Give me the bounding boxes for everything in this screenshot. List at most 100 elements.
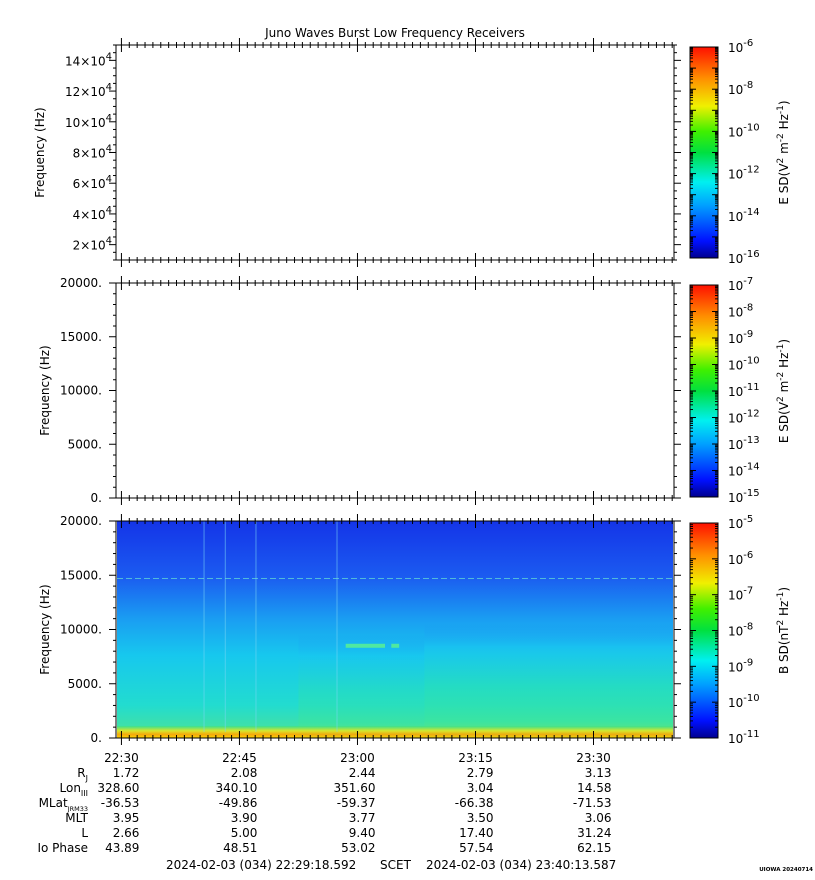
colorbar-tick-label: 10-14 <box>728 462 760 479</box>
ephemeris-value: 2.79 <box>467 766 494 780</box>
chart-title: Juno Waves Burst Low Frequency Receivers <box>264 26 525 40</box>
x-tick-label: 22:45 <box>222 751 257 765</box>
colorbar-label: E SD(V2 m-2 Hz-1) <box>776 339 791 443</box>
colorbar-tick-label: 10-6 <box>728 550 753 567</box>
x-tick-label: 22:30 <box>104 751 139 765</box>
ephemeris-value: 3.77 <box>349 811 376 825</box>
y-axis-label: Frequency (Hz) <box>38 345 52 436</box>
colorbar-tick-label: 10-8 <box>728 80 753 97</box>
plot-frame <box>115 282 675 499</box>
broadband-enhancement-2 <box>424 624 673 738</box>
ephemeris-value: 2.66 <box>113 826 140 840</box>
ephemeris-row-label: MLT <box>65 811 88 825</box>
panel-top: 2×104 4×104 6×104 8×104 10×104 12×104 14×104 Fr… <box>33 38 791 267</box>
low-frequency-band <box>117 726 673 738</box>
colorbar-tick-label: 10-10 <box>728 356 760 373</box>
ephemeris-value: 3.06 <box>585 811 612 825</box>
ephemeris-value: 2.44 <box>349 766 376 780</box>
y-tick-label: 0. <box>91 731 102 745</box>
ephemeris-value: 3.50 <box>467 811 494 825</box>
ephemeris-value: 14.58 <box>577 781 611 795</box>
colorbar-label: B SD(nT2 Hz-1) <box>776 587 791 674</box>
colorbar-tick-label: 10-10 <box>728 122 760 139</box>
y-tick-label: 10000. <box>60 623 102 637</box>
y-tick-label: 20000. <box>60 514 102 528</box>
y-axis-label: Frequency (Hz) <box>38 584 52 675</box>
ephemeris-value: 62.15 <box>577 841 611 855</box>
x-tick-label: 23:15 <box>458 751 493 765</box>
ephemeris-value: 328.60 <box>97 781 139 795</box>
ephemeris-value: 3.90 <box>231 811 258 825</box>
ephemeris-value: 17.40 <box>459 826 493 840</box>
colorbar-tick-label: 10-9 <box>728 657 753 674</box>
ephemeris-row-label: L <box>81 826 88 840</box>
ephemeris-value: 9.40 <box>349 826 376 840</box>
ephemeris-value: 1.72 <box>113 766 140 780</box>
y-tick-label: 15000. <box>60 568 102 582</box>
ephemeris-value: 3.13 <box>585 766 612 780</box>
x-axis-tick-labels: 22:30 22:45 23:00 23:15 23:30 <box>104 751 611 765</box>
colorbar-tick-label: 10-12 <box>728 409 760 426</box>
colorbar-tick-label: 10-11 <box>728 729 760 746</box>
y-tick-label: 8×104 <box>73 144 112 161</box>
ephemeris-value: 351.60 <box>333 781 375 795</box>
footer-end-time: 2024-02-03 (034) 23:40:13.587 <box>426 858 616 872</box>
ephemeris-value: 31.24 <box>577 826 611 840</box>
ephemeris-value: 3.95 <box>113 811 140 825</box>
ephemeris-value: -49.86 <box>219 796 258 810</box>
tone-emission <box>345 643 386 648</box>
panel-bottom: 0. 5000. 10000. 15000. 20000. Frequency (Hz) 1… <box>38 514 791 746</box>
ephemeris-row-label: RJ <box>77 766 88 783</box>
ephemeris-value: -59.37 <box>337 796 376 810</box>
footer-version: UIOWA 20240714 <box>759 867 813 873</box>
ephemeris-table: RJ 1.72 2.08 2.44 2.79 3.13 LonIII 328.60 340.10… <box>37 766 611 855</box>
colorbar-tick-label: 10-8 <box>728 622 753 639</box>
colorbar-tick-label: 10-9 <box>728 329 753 346</box>
y-tick-label: 12×104 <box>65 82 112 99</box>
colorbar-tick-label: 10-11 <box>728 382 760 399</box>
x-tick-label: 23:00 <box>340 751 375 765</box>
ephemeris-value: 57.54 <box>459 841 493 855</box>
y-tick-label: 5000. <box>68 677 102 691</box>
colorbar-tick-label: 10-7 <box>728 276 753 293</box>
tone-emission-2 <box>391 643 400 648</box>
ephemeris-row-label: MLatJRM33 <box>39 796 88 813</box>
ephemeris-value: 43.89 <box>105 841 139 855</box>
y-tick-label: 6×104 <box>73 174 112 191</box>
broadband-enhancement-1 <box>298 634 425 738</box>
colorbar-tick-label: 10-5 <box>728 514 753 531</box>
colorbar: 10-11 10-10 10-9 10-8 10-7 10-6 10-5 B SD(nT2 H… <box>689 514 791 746</box>
footer-start-time: 2024-02-03 (034) 22:29:18.592 <box>166 858 356 872</box>
y-tick-label: 20000. <box>60 276 102 290</box>
y-tick-label: 5000. <box>68 437 102 451</box>
colorbar-tick-label: 10-15 <box>728 488 760 505</box>
colorbar: 10-16 10-14 10-12 10-10 10-8 10-6 E SD(V2 m-2 … <box>689 38 791 266</box>
colorbar-tick-label: 10-7 <box>728 586 753 603</box>
colorbar: 10-15 10-14 10-13 10-12 10-11 10-10 10-9 10-8 10… <box>689 276 791 505</box>
ephemeris-row-label: Io Phase <box>37 841 88 855</box>
colorbar-tick-label: 10-12 <box>728 165 760 182</box>
ephemeris-row-label: LonIII <box>60 781 89 798</box>
y-tick-label: 2×104 <box>73 236 112 253</box>
x-tick-label: 23:30 <box>576 751 611 765</box>
ephemeris-value: 53.02 <box>341 841 375 855</box>
colorbar-tick-label: 10-13 <box>728 435 760 452</box>
spectrogram-image <box>117 521 673 738</box>
colorbar-tick-label: 10-10 <box>728 693 760 710</box>
ephemeris-value: -71.53 <box>573 796 612 810</box>
y-tick-label: 4×104 <box>73 205 112 222</box>
colorbar-label: E SD(V2 m-2 Hz-1) <box>776 100 791 204</box>
footer-scet-label: SCET <box>380 858 412 872</box>
panels: 2×104 4×104 6×104 8×104 10×104 12×104 14×104 Fr… <box>33 38 791 746</box>
colorbar-tick-label: 10-6 <box>728 38 753 55</box>
ephemeris-value: 48.51 <box>223 841 257 855</box>
ephemeris-value: 2.08 <box>231 766 258 780</box>
ephemeris-value: -36.53 <box>101 796 140 810</box>
ephemeris-value: 3.04 <box>467 781 494 795</box>
y-tick-label: 0. <box>91 491 102 505</box>
colorbar-tick-label: 10-16 <box>728 249 760 266</box>
ephemeris-value: 340.10 <box>215 781 257 795</box>
colorbar-tick-label: 10-8 <box>728 303 753 320</box>
y-tick-label: 10×104 <box>65 113 112 130</box>
y-axis-label: Frequency (Hz) <box>33 107 47 198</box>
